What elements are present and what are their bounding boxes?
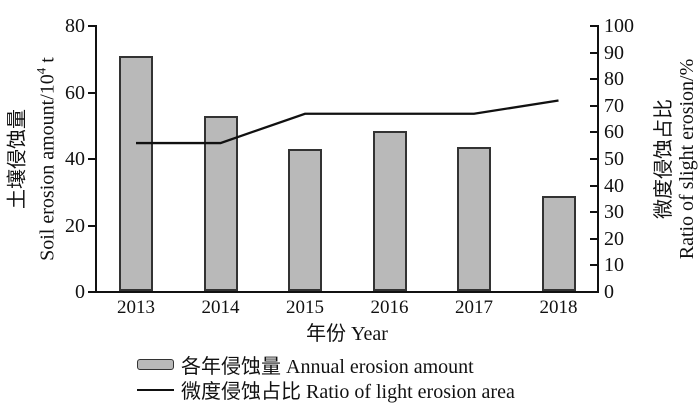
bar-2013 [119, 55, 153, 291]
right-axis-tick-label: 50 [604, 148, 624, 170]
x-tick-label-2014: 2014 [201, 297, 240, 318]
left-axis-tick [88, 291, 96, 293]
right-axis-tick-label: 80 [604, 68, 624, 91]
left-axis-tick-label: 0 [75, 281, 85, 303]
right-axis-tick [590, 237, 598, 240]
x-tick-label-2018: 2018 [539, 297, 578, 318]
right-axis-tick [590, 184, 598, 187]
right-axis-tick [590, 291, 598, 293]
right-axis-tick-label: 40 [604, 174, 624, 197]
right-axis-tick-label: 0 [604, 281, 614, 303]
x-tick-label-2017: 2017 [455, 297, 493, 318]
bar-swatch-icon [137, 359, 174, 370]
plot-area [95, 25, 599, 293]
right-axis-tick [590, 25, 598, 27]
bar-2015 [288, 149, 322, 291]
right-axis-tick-label: 100 [604, 15, 634, 37]
right-axis-title: 微度侵蚀占比 Ratio of slight erosion/% [653, 59, 699, 260]
left-axis-tick [88, 158, 96, 160]
right-axis-tick-label: 10 [604, 254, 624, 277]
right-axis-title-en: Ratio of slight erosion/% [676, 58, 698, 260]
right-axis-tick [590, 158, 598, 160]
legend-marker-wrap [137, 359, 174, 370]
right-axis-tick [590, 51, 598, 54]
left-axis-tick [88, 25, 96, 27]
line-swatch-icon [137, 388, 174, 391]
bar-2017 [457, 147, 491, 291]
right-axis-title-zh: 微度侵蚀占比 [653, 99, 675, 220]
right-axis-tick [590, 264, 598, 267]
right-axis-tick-label: 70 [604, 94, 624, 117]
right-axis-tick-label: 20 [604, 227, 624, 250]
right-axis-tick-label: 30 [604, 201, 624, 224]
right-axis-tick [590, 104, 598, 107]
bar-2016 [372, 130, 407, 291]
x-tick-label-2016: 2016 [370, 297, 409, 318]
left-axis-tick [88, 224, 96, 227]
legend-label-light-erosion-ratio: 微度侵蚀占比 Ratio of light erosion area [181, 381, 515, 403]
x-tick-label-2013: 2013 [117, 297, 155, 318]
bar-2018 [541, 195, 576, 291]
legend: 各年侵蚀量 Annual erosion amount 微度侵蚀占比 Ratio… [137, 352, 515, 403]
legend-item-light-erosion-ratio: 微度侵蚀占比 Ratio of light erosion area [137, 377, 515, 403]
bar-2014 [203, 115, 238, 291]
x-tick-label-2015: 2015 [286, 297, 324, 318]
legend-label-annual-erosion: 各年侵蚀量 Annual erosion amount [181, 356, 474, 378]
left-axis-tick-label: 20 [65, 214, 85, 237]
right-axis-tick [590, 131, 598, 134]
x-axis-title: 年份 Year [306, 323, 388, 345]
right-axis-tick-label: 90 [604, 41, 624, 64]
right-axis-tick-label: 60 [604, 121, 624, 144]
right-axis-tick [590, 211, 598, 214]
left-axis-title-zh: 土壤侵蚀量 [6, 109, 29, 210]
right-axis-tick [590, 78, 598, 81]
left-axis-tick-label: 80 [65, 15, 85, 37]
legend-item-annual-erosion: 各年侵蚀量 Annual erosion amount [137, 352, 515, 378]
superscript-4: 4 [33, 67, 49, 75]
legend-marker-wrap [137, 388, 174, 391]
left-axis-tick [88, 91, 96, 94]
left-axis-tick-label: 60 [65, 81, 85, 104]
left-axis-tick-label: 40 [65, 148, 85, 170]
